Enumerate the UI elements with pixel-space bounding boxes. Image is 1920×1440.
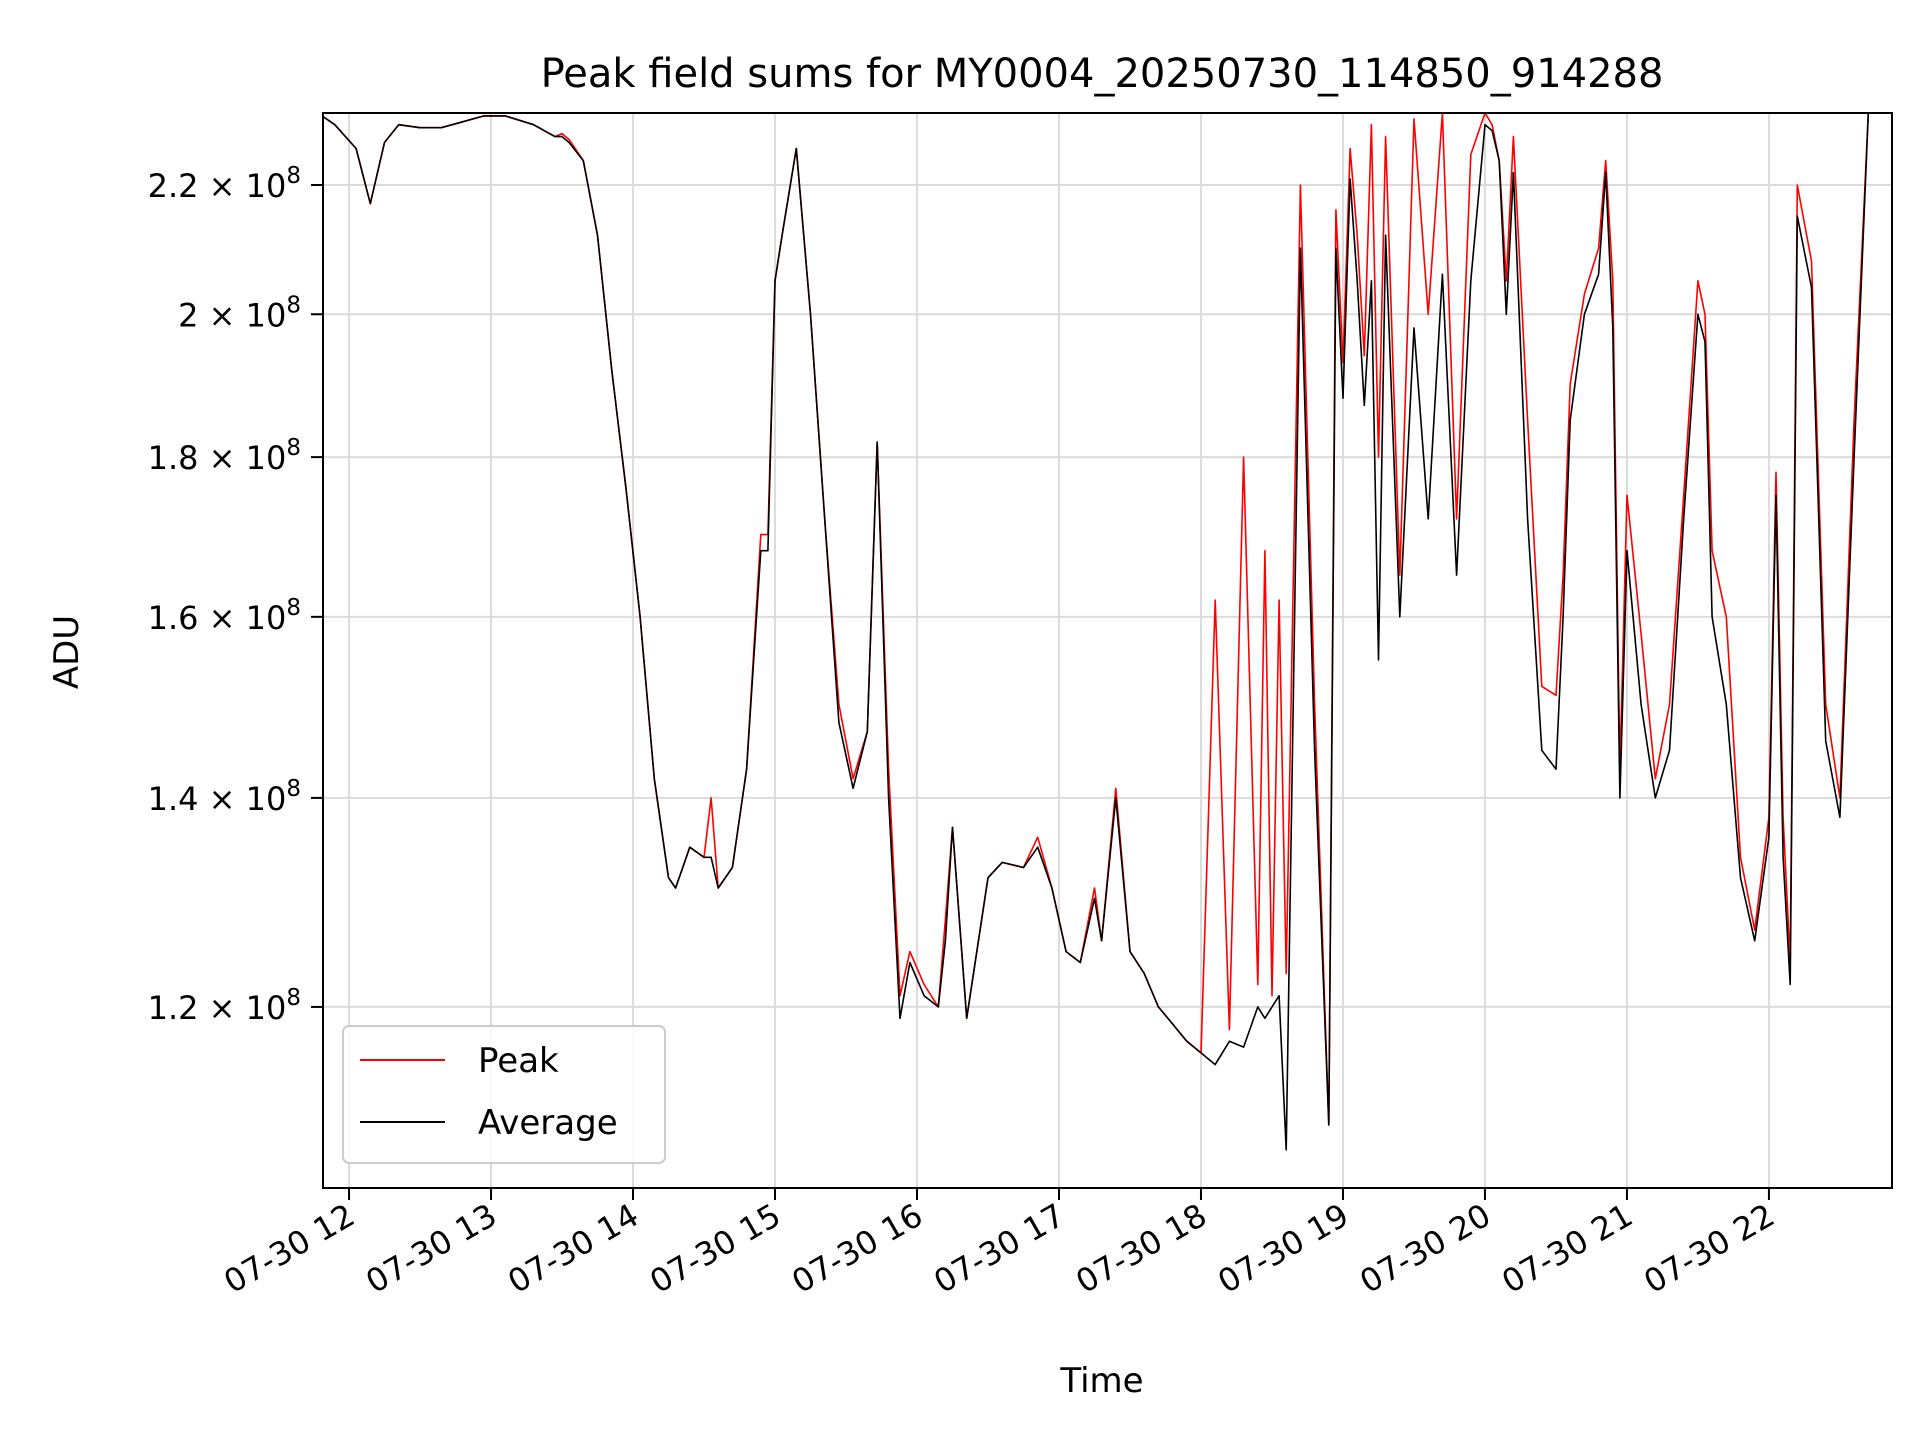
- x-tick-label: 07-30 18: [1069, 1196, 1213, 1301]
- y-axis-label: ADU: [47, 615, 87, 689]
- y-tick-exponent: 8: [286, 776, 301, 802]
- x-axis-label: Time: [1059, 1361, 1143, 1401]
- x-tick-label: 07-30 12: [217, 1196, 361, 1301]
- series-line-average: [323, 113, 1870, 1151]
- y-tick-mantissa: 2 × 10: [178, 296, 286, 334]
- x-tick-label: 07-30 15: [643, 1196, 787, 1301]
- y-tick-label: 2.2 × 108: [148, 163, 301, 205]
- grid: [323, 113, 1892, 1188]
- y-tick-exponent: 8: [286, 435, 301, 461]
- y-tick-label: 2 × 108: [178, 292, 301, 334]
- legend-label-peak: Peak: [478, 1041, 559, 1081]
- y-tick-label: 1.2 × 108: [148, 985, 301, 1027]
- x-tick-label: 07-30 20: [1353, 1196, 1497, 1301]
- series-layer: [323, 113, 1870, 1151]
- y-tick-exponent: 8: [286, 292, 301, 318]
- y-tick-exponent: 8: [286, 595, 301, 621]
- y-tick-exponent: 8: [286, 985, 301, 1011]
- y-tick-exponent: 8: [286, 163, 301, 189]
- x-tick-label: 07-30 21: [1495, 1196, 1639, 1301]
- y-tick-label: 1.6 × 108: [148, 595, 301, 637]
- y-tick-mantissa: 1.8 × 10: [148, 439, 287, 477]
- x-tick-label: 07-30 14: [501, 1196, 645, 1301]
- plot-frame: [322, 112, 1893, 1189]
- legend: Peak Average: [342, 1025, 666, 1164]
- y-tick-mantissa: 2.2 × 10: [148, 167, 287, 205]
- legend-label-average: Average: [478, 1103, 618, 1143]
- x-tick-label: 07-30 13: [359, 1196, 503, 1301]
- y-tick-label: 1.4 × 108: [148, 776, 301, 818]
- x-tick-label: 07-30 17: [927, 1196, 1071, 1301]
- x-tick-label: 07-30 22: [1637, 1196, 1781, 1301]
- y-tick-mantissa: 1.2 × 10: [148, 989, 287, 1027]
- y-tick-mantissa: 1.6 × 10: [148, 599, 287, 637]
- y-tick-label: 1.8 × 108: [148, 435, 301, 477]
- x-tick-label: 07-30 19: [1211, 1196, 1355, 1301]
- y-tick-mantissa: 1.4 × 10: [148, 780, 287, 818]
- series-line-peak: [323, 113, 1870, 1126]
- x-tick-label: 07-30 16: [785, 1196, 929, 1301]
- chart-title: Peak field sums for MY0004_20250730_1148…: [541, 51, 1664, 97]
